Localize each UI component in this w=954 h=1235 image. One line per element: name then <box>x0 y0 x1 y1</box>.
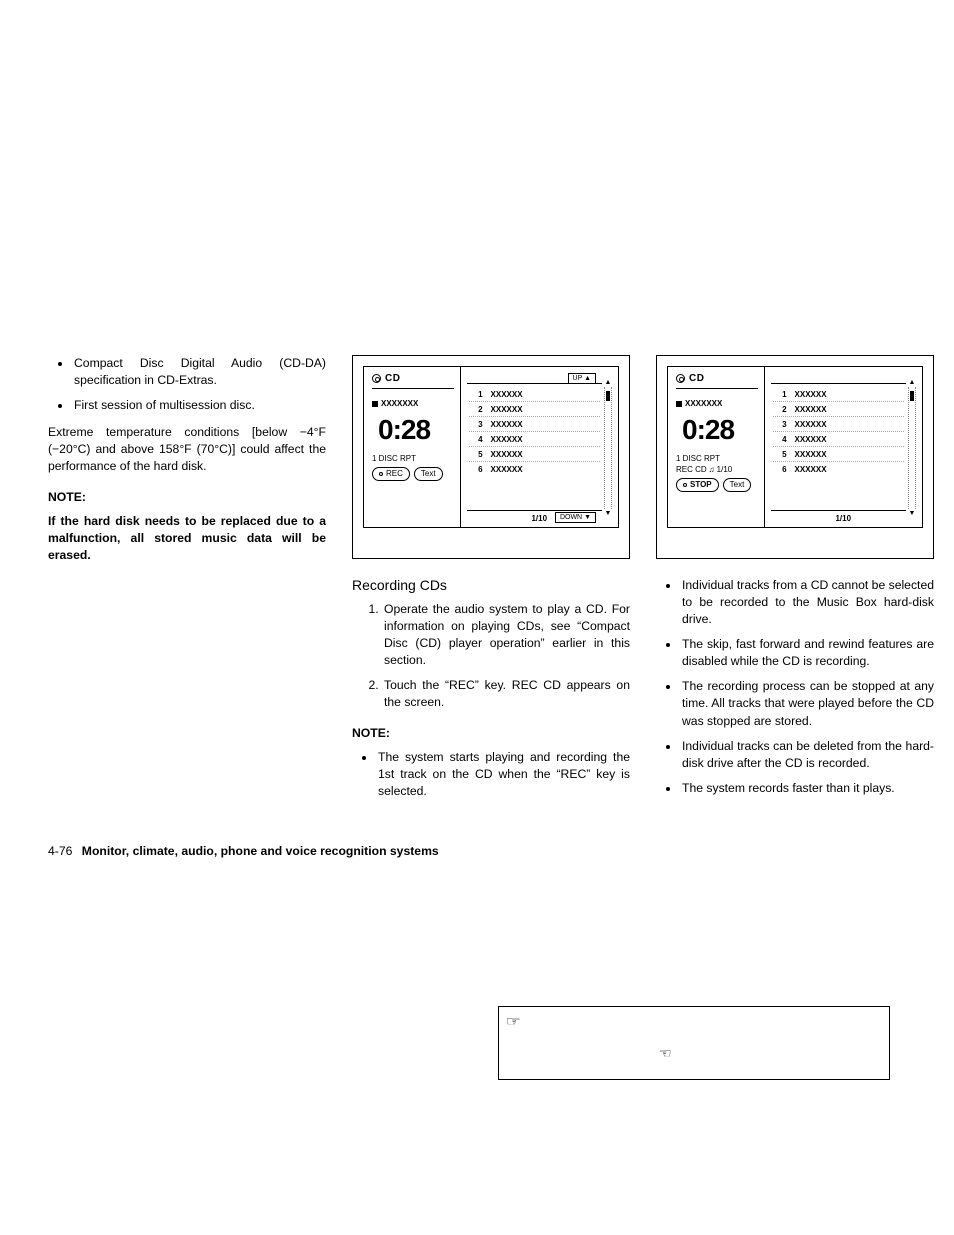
bullet-item: Individual tracks can be deleted from th… <box>680 738 934 772</box>
stop-icon <box>372 401 378 407</box>
music-note-icon: ♫ <box>709 465 715 474</box>
cd-title-text: CD <box>385 373 400 384</box>
text-button[interactable]: Text <box>414 467 443 481</box>
cd-mode-label: CD <box>676 373 758 384</box>
temperature-paragraph: Extreme temperature conditions [below −4… <box>48 424 326 475</box>
step-item: Touch the “REC” key. REC CD appears on t… <box>382 677 630 711</box>
disc-icon <box>676 374 685 383</box>
cd-title-text: CD <box>689 373 704 384</box>
bullet-item: First session of multisession disc. <box>72 397 326 414</box>
rec-button[interactable]: REC <box>372 467 410 481</box>
cd-mode-label: CD <box>372 373 454 384</box>
text-button[interactable]: Text <box>723 478 752 492</box>
track-pager: 1/10 <box>765 514 922 523</box>
now-playing-title: XXXXXXX <box>372 399 454 408</box>
note-label: NOTE: <box>352 725 630 742</box>
track-list: 1XXXXXX 2XXXXXX 3XXXXXX 4XXXXXX 5XXXXXX … <box>469 387 600 476</box>
cd-display-figure-rec: CD XXXXXXX 0:28 1 DISC RPT REC Text <box>352 355 630 559</box>
bullet-item: The system records faster than it plays. <box>680 780 934 797</box>
page-number: 4-76 <box>48 844 72 858</box>
up-button[interactable]: UP ▲ <box>568 373 596 384</box>
note-bullets: The system starts playing and recording … <box>352 749 630 800</box>
stop-button[interactable]: STOP <box>676 478 719 492</box>
step-item: Operate the audio system to play a CD. F… <box>382 601 630 669</box>
note-label: NOTE: <box>48 489 326 506</box>
recording-cds-heading: Recording CDs <box>352 577 630 593</box>
cd-display-figure-stop: CD XXXXXXX 0:28 1 DISC RPT REC CD ♫ 1/1 <box>656 355 934 559</box>
scrollbar[interactable]: ▲ ▼ <box>908 387 916 509</box>
rec-dot-icon <box>379 472 383 476</box>
left-column: Compact Disc Digital Audio (CD-DA) speci… <box>48 355 326 808</box>
repeat-status: 1 DISC RPT <box>372 454 454 463</box>
bullet-item: The recording process can be stopped at … <box>680 678 934 729</box>
stop-icon <box>676 401 682 407</box>
bullet-item: Compact Disc Digital Audio (CD-DA) speci… <box>72 355 326 389</box>
note-body: If the hard disk needs to be replaced du… <box>48 513 326 564</box>
middle-column: CD XXXXXXX 0:28 1 DISC RPT REC Text <box>352 355 630 808</box>
bullet-item: Individual tracks from a CD cannot be se… <box>680 577 934 628</box>
section-title: Monitor, climate, audio, phone and voice… <box>82 844 439 858</box>
elapsed-time: 0:28 <box>682 414 758 446</box>
bullet-item: The system starts playing and recording … <box>376 749 630 800</box>
down-button[interactable]: DOWN ▼ <box>555 512 596 523</box>
elapsed-time: 0:28 <box>378 414 454 446</box>
track-list: 1XXXXXX 2XXXXXX 3XXXXXX 4XXXXXX 5XXXXXX … <box>773 387 904 476</box>
recording-notes-bullets: Individual tracks from a CD cannot be se… <box>656 577 934 797</box>
page-footer: 4-76 Monitor, climate, audio, phone and … <box>48 844 906 858</box>
stop-dot-icon <box>683 483 687 487</box>
repeat-status: 1 DISC RPT <box>676 454 758 463</box>
recording-steps: Operate the audio system to play a CD. F… <box>352 601 630 711</box>
disc-icon <box>372 374 381 383</box>
hand-right-icon: ☞ <box>506 1013 521 1030</box>
right-column: CD XXXXXXX 0:28 1 DISC RPT REC CD ♫ 1/1 <box>656 355 934 808</box>
now-playing-title: XXXXXXX <box>676 399 758 408</box>
spec-bullets: Compact Disc Digital Audio (CD-DA) speci… <box>48 355 326 414</box>
placeholder-box: ☞ ☜ <box>498 1006 890 1080</box>
rec-status: REC CD ♫ 1/10 <box>676 465 758 474</box>
hand-left-icon: ☜ <box>659 1045 672 1062</box>
scrollbar[interactable]: ▲ ▼ <box>604 387 612 509</box>
bullet-item: The skip, fast forward and rewind featur… <box>680 636 934 670</box>
